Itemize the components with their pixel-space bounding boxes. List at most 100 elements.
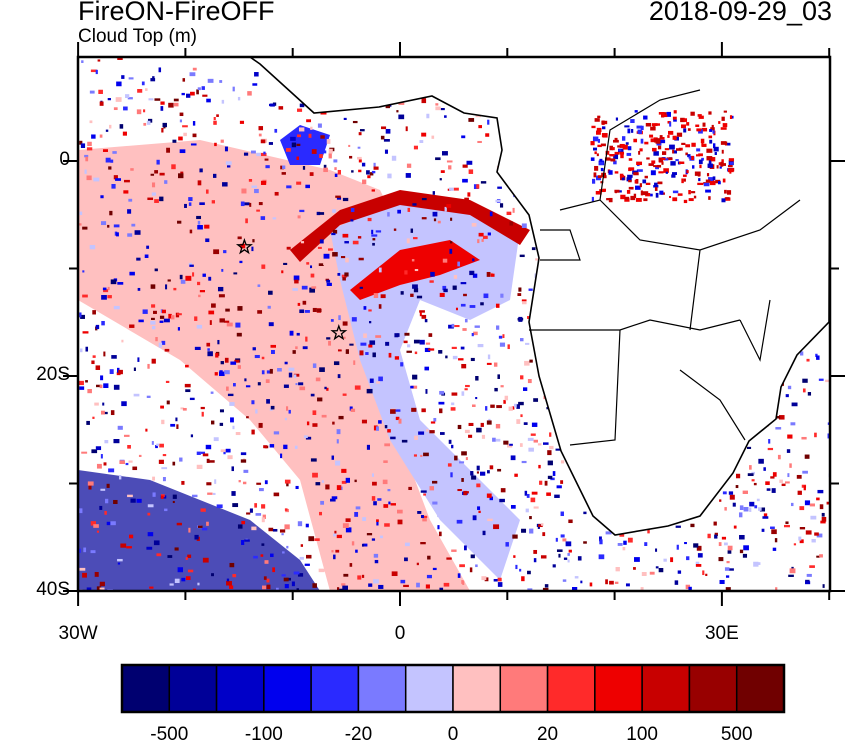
field-cell [405, 126, 408, 132]
field-cell [244, 378, 247, 382]
field-cell [107, 224, 110, 228]
land-cell [608, 170, 613, 175]
field-cell [188, 197, 193, 202]
field-cell [819, 504, 824, 510]
land-cell [634, 179, 638, 184]
field-cell [318, 263, 324, 266]
field-cell [208, 276, 212, 281]
field-cell [312, 423, 318, 427]
land-cell [628, 186, 634, 190]
field-cell [100, 195, 104, 199]
field-cell [154, 268, 158, 272]
field-cell [411, 385, 418, 389]
field-cell [260, 180, 267, 185]
field-cell [424, 366, 430, 371]
field-cell [547, 475, 553, 479]
field-cell [114, 231, 118, 236]
field-cell [765, 481, 770, 485]
land-cell [729, 115, 733, 119]
field-cell [172, 461, 176, 466]
land-cell [710, 157, 716, 162]
field-cell [180, 407, 184, 410]
field-cell [283, 384, 289, 388]
field-cell [159, 443, 164, 448]
field-cell [106, 483, 110, 488]
field-cell [738, 512, 743, 518]
field-cell [118, 475, 122, 480]
land-cell [640, 138, 644, 144]
field-cell [122, 131, 127, 136]
field-cell [497, 186, 502, 189]
field-cell [179, 149, 186, 154]
field-cell [538, 464, 541, 469]
field-cell [429, 280, 434, 283]
land-cell [683, 199, 688, 204]
field-cell [510, 504, 516, 509]
field-cell [538, 524, 543, 528]
field-cell [130, 498, 136, 503]
field-cell [96, 530, 100, 533]
field-cell [81, 60, 84, 63]
country-borders [529, 89, 801, 446]
field-cell [176, 313, 182, 316]
land-cell [643, 198, 648, 202]
field-cell [461, 391, 465, 396]
field-cell [270, 405, 275, 410]
field-cell [297, 215, 301, 219]
field-cell [480, 302, 484, 306]
field-cell [164, 180, 168, 184]
colorbar-box [168, 664, 218, 713]
land-cell [644, 141, 649, 145]
field-cell [495, 423, 501, 429]
land-cell [644, 175, 648, 179]
field-cell [169, 583, 174, 586]
field-cell [729, 494, 735, 500]
field-cell [404, 270, 408, 275]
land-cell [614, 171, 619, 174]
field-cell [713, 521, 717, 526]
field-cell [174, 102, 179, 107]
field-cell [331, 455, 335, 460]
field-cell [281, 574, 286, 577]
land-cell [703, 182, 710, 187]
field-cell [138, 319, 144, 323]
field-cell [182, 78, 186, 82]
field-cell [187, 554, 192, 558]
field-cell [300, 241, 305, 244]
field-cell [85, 156, 89, 162]
field-cell [371, 473, 374, 477]
field-cell [530, 497, 536, 503]
field-cell [366, 444, 370, 450]
land-cell [642, 191, 649, 196]
land-cell [661, 114, 668, 118]
field-cell [567, 553, 570, 556]
field-cell [317, 397, 323, 402]
field-cell [420, 542, 426, 545]
field-cell [78, 548, 81, 553]
field-cell [194, 534, 199, 540]
land-cell [717, 181, 721, 185]
land-cell [686, 122, 690, 126]
field-cell [89, 120, 93, 124]
field-cell [265, 379, 270, 383]
field-cell [342, 233, 349, 238]
field-cell [802, 378, 808, 383]
field-cell [202, 453, 209, 457]
land-cell [672, 190, 679, 194]
land-cell [614, 189, 620, 193]
field-cell [617, 543, 623, 546]
field-cell [211, 420, 215, 425]
field-cell [127, 209, 132, 214]
field-cell [529, 528, 534, 534]
land-cell [604, 157, 611, 161]
field-cell [400, 362, 404, 367]
field-cell [251, 526, 257, 531]
field-cell [749, 465, 752, 470]
field-cell [272, 567, 276, 573]
land-cell [678, 161, 685, 164]
field-cell [540, 523, 544, 526]
field-cell [397, 209, 401, 214]
field-cell [331, 496, 338, 500]
field-cell [268, 290, 273, 295]
land-cell [663, 168, 669, 173]
